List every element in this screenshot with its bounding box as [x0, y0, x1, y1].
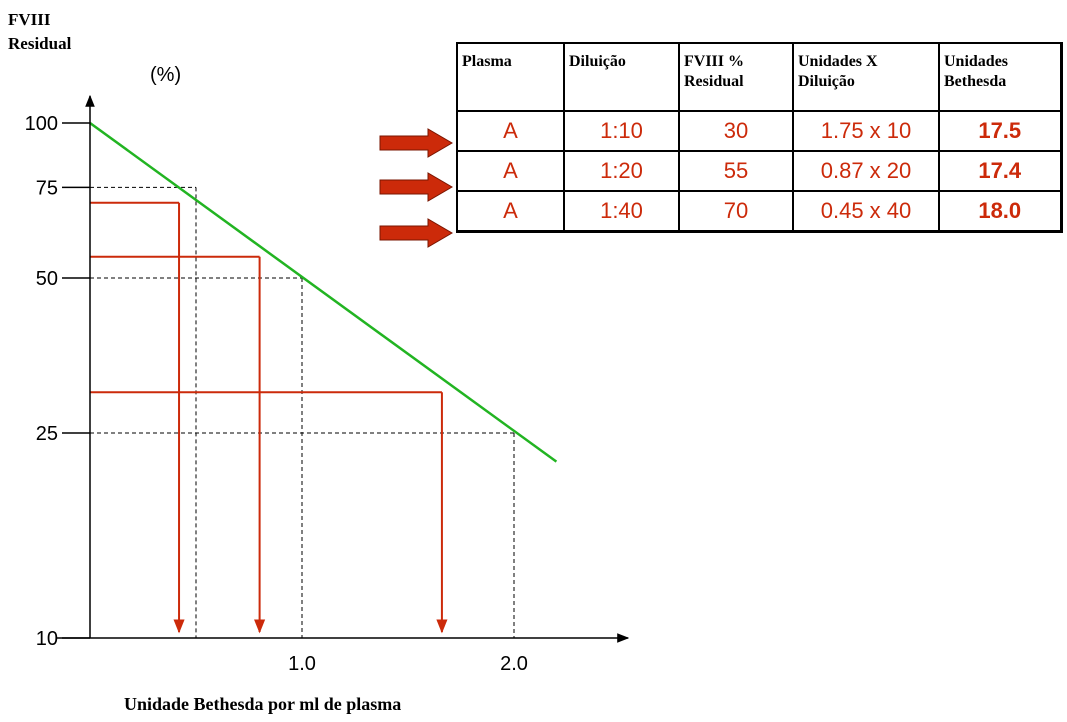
- cell-diluicao: 1:40: [563, 190, 680, 233]
- cell-unidades-x-diluicao: 1.75 x 10: [792, 110, 940, 152]
- ticks: 100 75 50 25 10 1.0 2.0: [25, 113, 528, 675]
- x-tick-label: 2.0: [500, 653, 528, 675]
- cell-plasma: A: [456, 150, 565, 192]
- row-arrow-icon: [379, 172, 453, 202]
- row-arrow-icon: [379, 218, 453, 248]
- y-axis-unit: (%): [150, 64, 182, 86]
- y-tick-label: 50: [36, 268, 58, 290]
- reference-lines: [90, 186, 515, 638]
- cell-unidades-bethesda: 17.4: [938, 150, 1062, 192]
- x-tick-label: 1.0: [288, 653, 316, 675]
- cell-fviii: 30: [678, 110, 794, 152]
- y-tick-label: 100: [25, 113, 58, 135]
- y-tick-label: 10: [36, 628, 58, 650]
- header-plasma: Plasma: [456, 42, 565, 112]
- y-axis-label: FVIII Residual: [8, 10, 72, 53]
- header-unidades-x-diluicao: Unidades X Diluição: [792, 42, 940, 112]
- cell-unidades-bethesda: 18.0: [938, 190, 1062, 233]
- cell-plasma: A: [456, 190, 565, 233]
- cell-unidades-x-diluicao: 0.45 x 40: [792, 190, 940, 233]
- cell-fviii: 55: [678, 150, 794, 192]
- x-axis-label: Unidade Bethesda por ml de plasma: [124, 694, 402, 714]
- row-arrow-icon: [379, 128, 453, 158]
- cell-unidades-x-diluicao: 0.87 x 20: [792, 150, 940, 192]
- table-row: A 1:40 70 0.45 x 40 18.0: [456, 190, 1062, 233]
- row-arrows: [379, 128, 453, 248]
- table-row: A 1:20 55 0.87 x 20 17.4: [456, 150, 1062, 192]
- header-fviii-residual: FVIII % Residual: [678, 42, 794, 112]
- header-unidades-bethesda: Unidades Bethesda: [938, 42, 1062, 112]
- reading-lines: [90, 201, 448, 634]
- bethesda-table: Plasma Diluição FVIII % Residual Unidade…: [456, 42, 1063, 233]
- header-diluicao: Diluição: [563, 42, 680, 112]
- cell-diluicao: 1:10: [563, 110, 680, 152]
- table-header-row: Plasma Diluição FVIII % Residual Unidade…: [456, 42, 1062, 112]
- y-tick-label: 25: [36, 423, 58, 445]
- cell-fviii: 70: [678, 190, 794, 233]
- table-row: A 1:10 30 1.75 x 10 17.5: [456, 110, 1062, 152]
- axes: [56, 94, 630, 643]
- series-line: [89, 121, 558, 463]
- y-tick-label: 75: [36, 177, 58, 199]
- cell-plasma: A: [456, 110, 565, 152]
- cell-unidades-bethesda: 17.5: [938, 110, 1062, 152]
- series-layer: [89, 121, 558, 463]
- cell-diluicao: 1:20: [563, 150, 680, 192]
